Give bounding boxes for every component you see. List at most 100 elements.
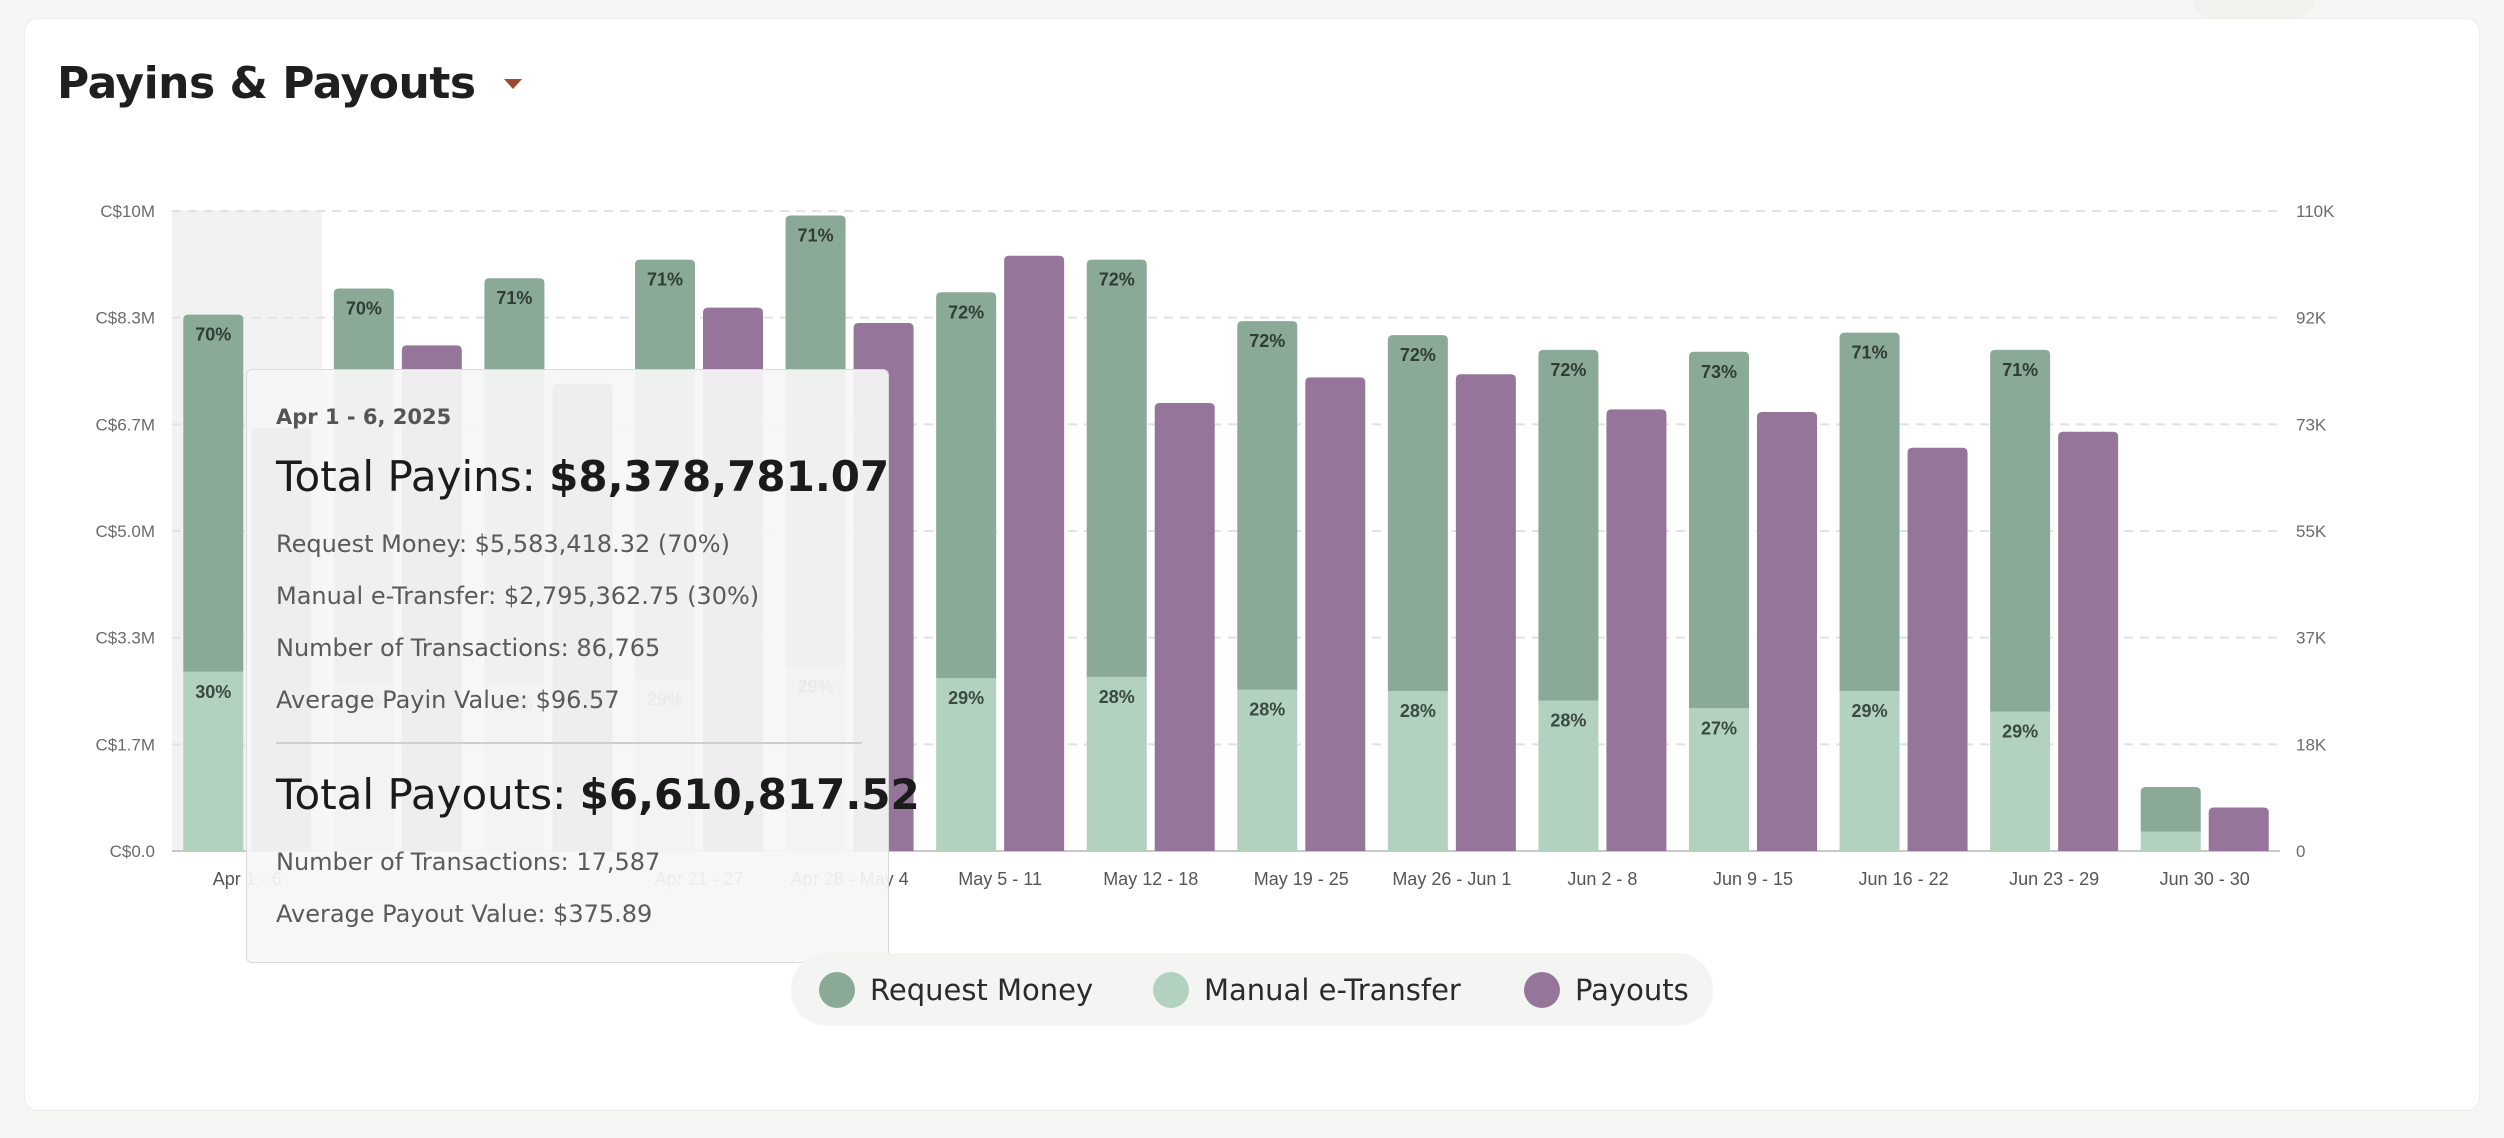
y2-tick-label: 73K [2296,415,2327,434]
bar-manual-etransfer [1538,700,1599,851]
tooltip-payouts-label: Total Payouts: [276,770,580,819]
y-tick-label: C$8.3M [95,309,155,328]
tooltip-manual-etransfer: Manual e-Transfer: $2,795,362.75 (30%) [276,582,760,610]
bar-request-money [1237,321,1298,690]
y-tick-label: C$0.0 [110,842,155,861]
data-label-manual-etransfer: 28% [1249,700,1285,720]
data-label-request-money: 72% [948,302,984,322]
bar-request-money [936,292,997,679]
bar-manual-etransfer [1086,676,1147,851]
bar-payouts [1154,403,1215,851]
y-tick-label: C$6.7M [95,415,155,434]
bar-request-money [1839,332,1900,691]
y2-tick-label: 92K [2296,309,2327,328]
y-tick-label: C$10M [100,202,155,221]
tooltip-divider [276,742,862,744]
bar-manual-etransfer [2140,831,2201,851]
bar-payouts [1305,377,1366,851]
bar-payouts [1757,411,1817,851]
bar-payouts [2058,431,2119,851]
bar-manual-etransfer [1237,689,1298,851]
tooltip-payin-transactions: Number of Transactions: 86,765 [276,634,661,662]
y2-tick-label: 110K [2296,202,2335,221]
x-tick-label: Jun 16 - 22 [1859,869,1949,889]
legend-dot-icon [819,971,855,1008]
legend-dot-icon [1524,971,1560,1008]
tooltip-total-payouts: Total Payouts: $6,610,817.52 [276,770,920,819]
x-tick-label: May 26 - Jun 1 [1392,869,1511,889]
tooltip-average-payout: Average Payout Value: $375.89 [276,900,653,928]
tooltip-payins-value: $8,378,781.07 [549,452,890,501]
bar-payouts [1004,255,1065,852]
bar-manual-etransfer [1839,691,1900,851]
chart-header: Payins & Payouts [57,58,522,109]
data-label-manual-etransfer: 29% [948,688,984,708]
tooltip-average-payin: Average Payin Value: $96.57 [276,686,620,714]
bar-request-money [1689,351,1749,709]
data-label-manual-etransfer: 30% [195,682,231,702]
data-label-request-money: 71% [2002,360,2038,380]
bar-request-money [1387,335,1448,691]
bar-manual-etransfer [1689,708,1749,851]
data-label-request-money: 71% [496,288,532,308]
x-tick-label: Jun 30 - 30 [2160,869,2250,889]
y2-tick-label: 18K [2296,735,2327,754]
data-label-request-money: 70% [346,298,382,318]
y-tick-label: C$5.0M [95,522,155,541]
data-label-manual-etransfer: 28% [1550,711,1586,731]
data-label-request-money: 71% [1852,343,1888,363]
tooltip-payouts-value: $6,610,817.52 [579,770,920,819]
y-tick-label: C$3.3M [95,629,155,648]
y2-tick-label: 55K [2296,522,2327,541]
x-tick-label: Jun 9 - 15 [1713,869,1793,889]
x-tick-label: May 19 - 25 [1254,869,1349,889]
chart-tooltip: Apr 1 - 6, 2025 Total Payins: $8,378,781… [246,369,920,963]
legend-dot-icon [1153,971,1189,1008]
data-label-request-money: 72% [1550,360,1586,380]
bar-manual-etransfer [936,678,997,851]
bar-request-money [1538,349,1599,701]
tooltip-payins-label: Total Payins: [276,452,550,501]
data-label-request-money: 73% [1701,362,1737,382]
legend-item-request-money[interactable]: Request Money [819,953,1093,1026]
bar-manual-etransfer [183,671,244,851]
data-label-request-money: 71% [647,270,683,290]
bar-request-money [1990,349,2051,712]
bar-payouts [1907,447,1968,851]
y2-tick-label: 37K [2296,629,2327,648]
bar-request-money [1086,259,1147,677]
tooltip-payout-transactions: Number of Transactions: 17,587 [276,848,661,876]
legend-label: Payouts [1575,972,1689,1007]
x-tick-label: Jun 2 - 8 [1567,869,1637,889]
bar-payouts [2208,807,2269,851]
data-label-request-money: 71% [798,225,834,245]
chart-legend: Request Money Manual e-Transfer Payouts [791,953,1713,1026]
tooltip-total-payins: Total Payins: $8,378,781.07 [276,452,889,501]
bar-payouts [1455,374,1516,851]
data-label-manual-etransfer: 29% [1852,701,1888,721]
data-label-request-money: 72% [1249,331,1285,351]
background-decoration [2194,0,2314,18]
x-tick-label: May 5 - 11 [958,869,1042,889]
data-label-manual-etransfer: 29% [2002,721,2038,741]
bar-manual-etransfer [1990,711,2051,851]
bar-request-money [2140,787,2201,832]
data-label-request-money: 72% [1400,345,1436,365]
bar-manual-etransfer [1387,691,1448,851]
legend-item-manual-etransfer[interactable]: Manual e-Transfer [1153,953,1461,1026]
data-label-manual-etransfer: 27% [1701,718,1737,738]
chart-title: Payins & Payouts [57,58,476,109]
legend-item-payouts[interactable]: Payouts [1524,953,1689,1026]
data-label-manual-etransfer: 28% [1099,687,1135,707]
bar-payouts [1606,409,1667,851]
tooltip-request-money: Request Money: $5,583,418.32 (70%) [276,530,730,558]
x-tick-label: Jun 23 - 29 [2009,869,2099,889]
x-tick-label: May 12 - 18 [1103,869,1198,889]
y2-tick-label: 0 [2296,842,2305,861]
y-tick-label: C$1.7M [95,735,155,754]
data-label-manual-etransfer: 28% [1400,701,1436,721]
chevron-down-icon[interactable] [503,78,522,89]
data-label-request-money: 70% [195,325,231,345]
tooltip-date: Apr 1 - 6, 2025 [276,405,452,429]
data-label-request-money: 72% [1099,270,1135,290]
